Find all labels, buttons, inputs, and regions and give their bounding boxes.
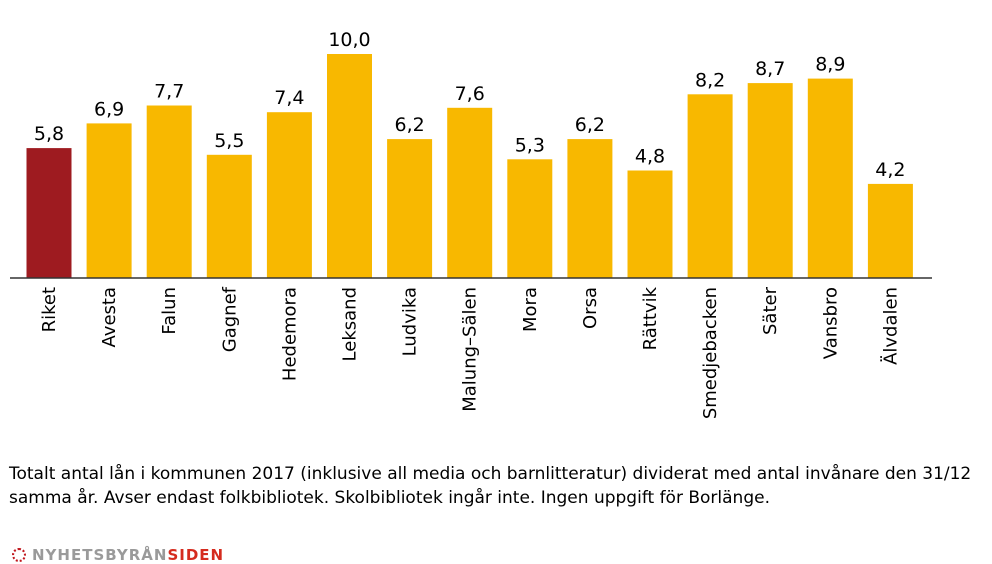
bar-4 bbox=[266, 112, 312, 278]
category-label-3: Gagnef bbox=[219, 286, 240, 352]
bar-12 bbox=[747, 83, 793, 278]
category-label-5: Leksand bbox=[340, 287, 361, 361]
value-label-12: 8,7 bbox=[755, 58, 785, 80]
category-label-1: Avesta bbox=[99, 287, 120, 347]
bar-13 bbox=[807, 78, 853, 278]
bar-chart: 5,8 Riket 6,9 Avesta 7,7 Falun 5,5 Gagnef 7,4 Hed… bbox=[10, 29, 932, 419]
category-label-6: Ludvika bbox=[400, 287, 421, 356]
bar-11 bbox=[687, 94, 733, 278]
bar-6 bbox=[387, 139, 433, 278]
bar-3 bbox=[206, 154, 252, 278]
brand-name-part2: SIDEN bbox=[167, 546, 225, 564]
brand-logo-icon bbox=[12, 548, 26, 562]
bar-14 bbox=[867, 183, 913, 278]
bar-1 bbox=[86, 123, 132, 279]
bar-10 bbox=[627, 170, 673, 278]
category-label-10: Rättvik bbox=[640, 286, 661, 350]
value-label-13: 8,9 bbox=[815, 54, 845, 76]
bar-9 bbox=[567, 139, 613, 278]
value-label-10: 4,8 bbox=[635, 146, 665, 168]
value-label-1: 6,9 bbox=[94, 98, 124, 120]
footnote-text: Totalt antal lån i kommunen 2017 (inklus… bbox=[9, 464, 972, 508]
category-label-11: Smedjebacken bbox=[700, 287, 721, 419]
category-label-14: Älvdalen bbox=[880, 287, 901, 365]
brand-logo: NYHETSBYRÅNSIDEN bbox=[12, 546, 225, 564]
value-label-4: 7,4 bbox=[274, 87, 304, 109]
value-label-3: 5,5 bbox=[214, 130, 244, 152]
value-label-0: 5,8 bbox=[34, 123, 64, 145]
value-label-7: 7,6 bbox=[455, 83, 485, 105]
value-label-5: 10,0 bbox=[328, 29, 370, 51]
bar-0 bbox=[26, 148, 72, 278]
category-label-13: Vansbro bbox=[820, 287, 841, 359]
value-label-8: 5,3 bbox=[515, 134, 545, 156]
value-label-11: 8,2 bbox=[695, 69, 725, 91]
value-label-6: 6,2 bbox=[394, 114, 424, 136]
category-label-2: Falun bbox=[159, 287, 180, 335]
category-label-8: Mora bbox=[520, 287, 541, 332]
category-label-4: Hedemora bbox=[279, 287, 300, 381]
bar-8 bbox=[507, 159, 553, 278]
bar-2 bbox=[146, 105, 192, 278]
bar-7 bbox=[447, 107, 493, 278]
value-label-2: 7,7 bbox=[154, 81, 184, 103]
value-label-9: 6,2 bbox=[575, 114, 605, 136]
category-label-9: Orsa bbox=[580, 287, 601, 329]
bar-5 bbox=[327, 54, 372, 278]
value-label-14: 4,2 bbox=[875, 159, 905, 181]
brand-name-part1: NYHETSBYRÅN bbox=[32, 546, 168, 564]
category-label-0: Riket bbox=[39, 287, 60, 332]
category-label-7: Malung–Sälen bbox=[460, 287, 481, 412]
category-label-12: Säter bbox=[760, 286, 781, 335]
